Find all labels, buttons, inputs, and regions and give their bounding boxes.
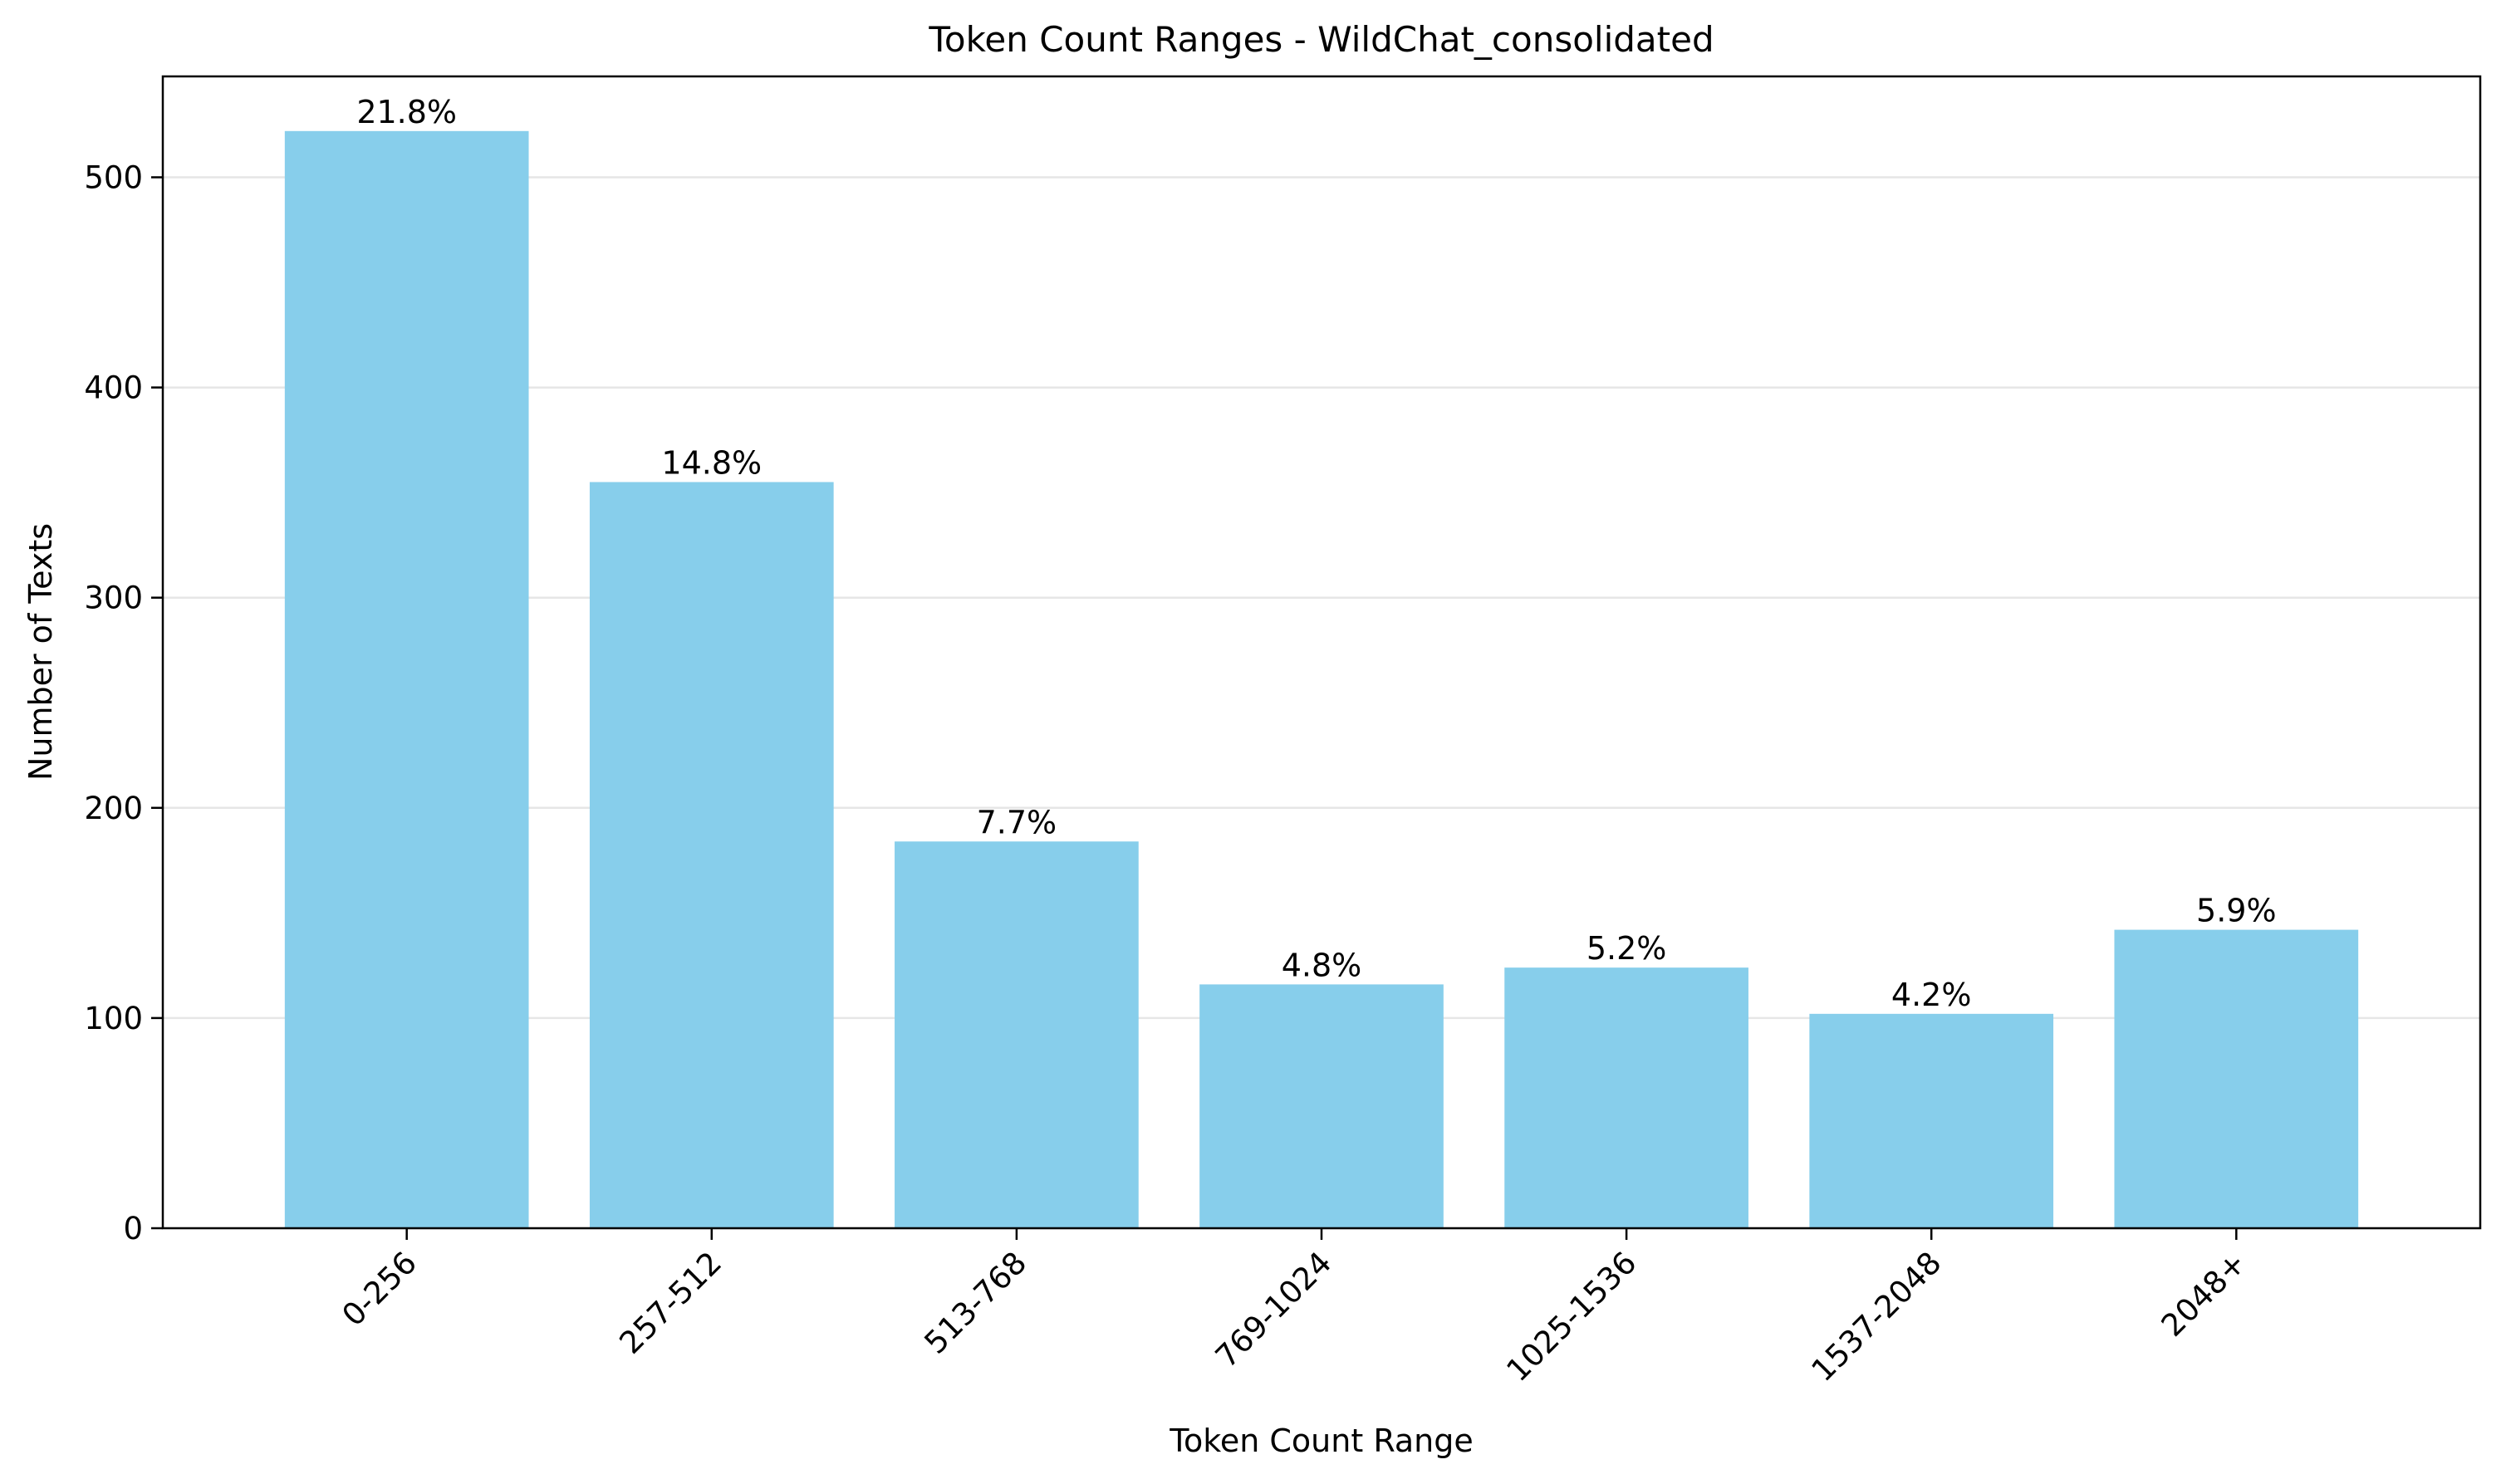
bar-1025-1536 bbox=[1504, 967, 1748, 1228]
bar-1537-2048 bbox=[1809, 1013, 2054, 1228]
bar-257-512 bbox=[589, 482, 834, 1228]
y-axis-label: Number of Texts bbox=[22, 523, 59, 781]
bar-value-label: 5.9% bbox=[2196, 893, 2277, 929]
bar-value-label: 7.7% bbox=[977, 804, 1057, 840]
y-tick-label: 300 bbox=[84, 580, 143, 616]
bar-value-label: 21.8% bbox=[356, 94, 457, 130]
bar-769-1024 bbox=[1199, 984, 1444, 1228]
bars bbox=[284, 130, 2359, 1229]
chart-title: Token Count Ranges - WildChat_consolidat… bbox=[928, 19, 1714, 60]
bar-0-256 bbox=[284, 130, 529, 1229]
bar-value-label: 4.8% bbox=[1282, 947, 1362, 983]
y-tick-label: 400 bbox=[84, 370, 143, 406]
y-tick-label: 500 bbox=[84, 159, 143, 195]
bar-value-label: 14.8% bbox=[661, 444, 762, 481]
y-tick-label: 100 bbox=[84, 1001, 143, 1036]
y-axis-ticks: 0 100 200 300 400 500 bbox=[84, 159, 163, 1246]
x-axis-label: Token Count Range bbox=[1169, 1423, 1474, 1459]
bar-2048+ bbox=[2114, 929, 2359, 1228]
y-tick-label: 0 bbox=[123, 1211, 143, 1246]
y-tick-label: 200 bbox=[84, 791, 143, 826]
bar-value-label: 5.2% bbox=[1586, 930, 1667, 967]
bar-value-labels: 21.8% 14.8% 7.7% 4.8% 5.2% 4.2% 5.9% bbox=[356, 94, 2276, 1013]
bar-513-768 bbox=[895, 841, 1139, 1228]
bar-value-label: 4.2% bbox=[1891, 977, 1972, 1013]
